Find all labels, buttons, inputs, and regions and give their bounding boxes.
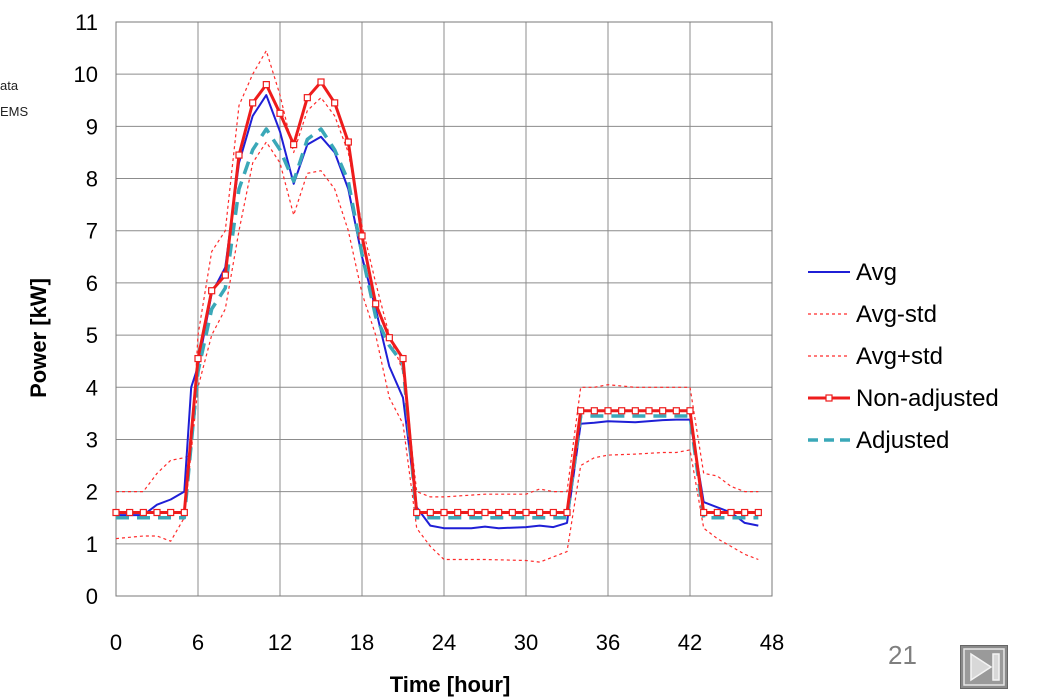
y-tick-label: 3 bbox=[86, 427, 98, 452]
data-point-marker bbox=[262, 81, 270, 89]
legend-label: Avg bbox=[856, 259, 897, 286]
data-point-marker bbox=[467, 508, 475, 517]
y-tick-label: 2 bbox=[86, 480, 98, 505]
y-axis-label: Power [kW] bbox=[26, 278, 51, 398]
y-tick-label: 11 bbox=[75, 10, 98, 35]
data-point-marker bbox=[290, 141, 298, 149]
data-point-marker bbox=[659, 407, 667, 415]
next-slide-button[interactable] bbox=[960, 645, 1008, 689]
y-tick-label: 9 bbox=[86, 114, 98, 139]
data-point-marker bbox=[522, 508, 530, 517]
data-point-marker bbox=[331, 99, 339, 107]
x-tick-label: 42 bbox=[678, 630, 702, 655]
data-point-marker bbox=[153, 508, 161, 517]
data-point-marker bbox=[440, 508, 448, 517]
x-tick-label: 18 bbox=[350, 630, 374, 655]
x-tick-label: 6 bbox=[192, 630, 204, 655]
data-point-marker bbox=[454, 508, 462, 517]
legend-label: Non-adjusted bbox=[856, 385, 999, 412]
x-tick-label: 24 bbox=[432, 630, 456, 655]
data-point-marker bbox=[221, 271, 229, 279]
data-point-marker bbox=[303, 94, 311, 102]
data-point-marker bbox=[413, 508, 421, 517]
data-point-marker bbox=[645, 407, 653, 415]
x-tick-label: 48 bbox=[760, 630, 784, 655]
data-point-marker bbox=[180, 508, 188, 517]
data-point-marker bbox=[385, 334, 393, 342]
series-line-non-adjusted bbox=[116, 80, 759, 514]
y-tick-label: 7 bbox=[86, 219, 98, 244]
data-point-marker bbox=[481, 508, 489, 517]
data-point-marker bbox=[754, 508, 762, 517]
series-line-avg-std bbox=[115, 141, 759, 563]
legend-label: Avg-std bbox=[856, 301, 937, 328]
data-point-marker bbox=[276, 109, 284, 117]
data-point-marker bbox=[590, 407, 598, 415]
data-point-marker bbox=[344, 138, 352, 146]
y-tick-label: 10 bbox=[74, 62, 98, 87]
data-point-marker bbox=[399, 354, 407, 363]
data-point-marker bbox=[495, 508, 503, 517]
y-tick-label: 0 bbox=[86, 584, 98, 609]
data-point-marker bbox=[508, 508, 516, 517]
series-lines bbox=[112, 50, 762, 563]
x-tick-label: 36 bbox=[596, 630, 620, 655]
data-point-marker bbox=[126, 508, 134, 517]
data-point-marker bbox=[686, 407, 694, 415]
series-line-avg-std bbox=[116, 50, 759, 498]
data-point-marker bbox=[426, 508, 434, 517]
series-line-adjusted bbox=[116, 127, 759, 520]
legend-marker bbox=[825, 394, 833, 402]
x-axis-label: Time [hour] bbox=[390, 672, 511, 697]
data-point-marker bbox=[139, 508, 147, 517]
data-point-marker bbox=[604, 407, 612, 415]
data-point-marker bbox=[618, 407, 626, 415]
legend-label: Avg+std bbox=[856, 343, 943, 370]
x-tick-label: 12 bbox=[268, 630, 292, 655]
data-point-marker bbox=[112, 508, 120, 517]
data-point-marker bbox=[372, 300, 380, 308]
y-tick-label: 1 bbox=[86, 532, 98, 557]
grid-lines bbox=[115, 21, 773, 597]
x-tick-label: 0 bbox=[110, 630, 122, 655]
data-point-marker bbox=[563, 508, 571, 517]
slide-number: 21 bbox=[888, 640, 917, 670]
plot-area-border bbox=[115, 21, 773, 597]
data-point-marker bbox=[208, 287, 216, 295]
x-tick-label: 30 bbox=[514, 630, 538, 655]
data-point-marker bbox=[549, 508, 557, 517]
data-point-marker bbox=[631, 407, 639, 415]
y-tick-label: 6 bbox=[86, 271, 98, 296]
data-point-marker bbox=[700, 508, 708, 517]
y-tick-label: 4 bbox=[86, 375, 98, 400]
data-point-marker bbox=[741, 508, 749, 517]
y-tick-label: 8 bbox=[86, 167, 98, 192]
data-point-marker bbox=[672, 407, 680, 415]
legend-label: Adjusted bbox=[856, 427, 949, 454]
chart-legend: Avg Avg-std Avg+std Non-adjusted Adjusted bbox=[808, 259, 999, 454]
data-point-marker bbox=[713, 508, 721, 517]
data-point-marker bbox=[577, 407, 585, 415]
data-point-marker bbox=[249, 99, 257, 107]
side-text-line-2: EMS bbox=[0, 104, 29, 119]
next-slide-icon bbox=[963, 648, 1005, 686]
data-point-marker bbox=[167, 508, 175, 517]
y-tick-label: 5 bbox=[86, 323, 98, 348]
data-point-marker bbox=[358, 232, 366, 240]
data-point-marker bbox=[536, 508, 544, 517]
side-text-line-1: ata bbox=[0, 78, 19, 93]
data-point-marker bbox=[194, 354, 202, 363]
data-point-marker bbox=[235, 151, 243, 159]
data-point-marker bbox=[727, 508, 735, 517]
data-point-marker bbox=[317, 78, 325, 86]
